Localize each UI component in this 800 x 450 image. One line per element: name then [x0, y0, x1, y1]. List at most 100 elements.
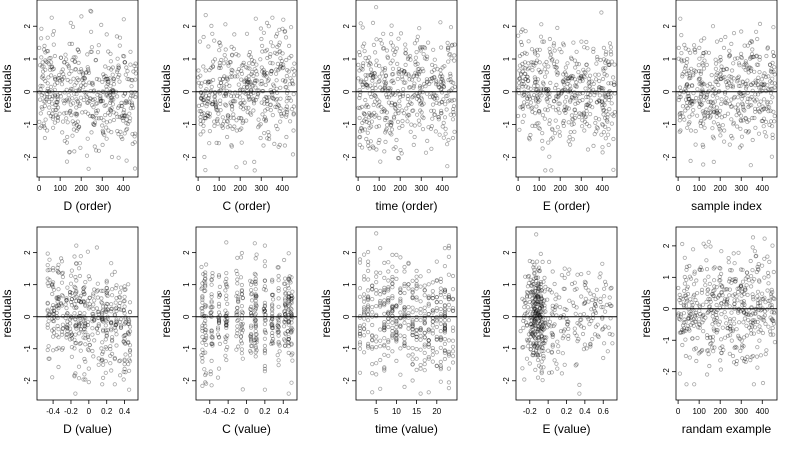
data-point	[757, 57, 762, 62]
data-point	[133, 94, 138, 100]
data-point	[284, 114, 289, 119]
data-point	[274, 90, 280, 95]
data-point	[374, 147, 379, 152]
data-point	[747, 96, 753, 101]
data-point	[543, 87, 549, 92]
data-point	[79, 69, 84, 74]
data-point	[446, 59, 451, 64]
data-point	[91, 306, 96, 312]
data-point	[50, 291, 55, 297]
data-point	[45, 60, 50, 65]
data-point	[39, 64, 45, 69]
data-point	[374, 279, 379, 285]
data-point	[74, 88, 79, 93]
data-point	[438, 79, 444, 84]
data-point	[82, 76, 87, 81]
data-point	[47, 312, 52, 317]
data-point	[768, 69, 774, 74]
data-point	[412, 81, 417, 86]
data-point	[102, 103, 107, 109]
y-tick-label: 0	[342, 314, 351, 319]
points	[199, 240, 295, 396]
data-point	[685, 94, 690, 99]
data-point	[55, 268, 60, 273]
data-point	[249, 57, 255, 63]
data-point	[603, 93, 608, 98]
data-point	[122, 60, 127, 65]
data-point	[751, 297, 756, 302]
data-point	[534, 47, 540, 52]
data-point	[88, 49, 93, 54]
data-point	[48, 113, 53, 119]
x-tick-label: 100	[212, 184, 226, 193]
data-point	[285, 68, 290, 73]
data-point	[98, 99, 103, 104]
data-point	[525, 78, 531, 83]
data-point	[106, 110, 111, 115]
data-point	[772, 72, 777, 77]
data-point	[767, 62, 773, 68]
x-tick-label: 0	[676, 184, 681, 193]
data-point	[57, 78, 63, 83]
data-point	[37, 119, 42, 125]
data-point	[714, 302, 719, 308]
data-point	[762, 81, 767, 87]
data-point	[129, 77, 134, 83]
data-point	[76, 331, 82, 336]
data-point	[739, 29, 744, 34]
data-point	[605, 119, 610, 124]
data-point	[42, 135, 48, 141]
data-point	[701, 50, 706, 56]
data-point	[771, 53, 777, 59]
data-point	[103, 328, 108, 333]
data-point	[74, 243, 79, 248]
data-point	[367, 146, 372, 151]
data-point	[125, 76, 130, 82]
data-point	[418, 366, 423, 371]
data-point	[748, 68, 754, 73]
data-point	[717, 274, 722, 279]
data-point	[691, 73, 696, 78]
data-point	[442, 341, 447, 346]
data-point	[78, 326, 83, 331]
data-point	[261, 71, 267, 76]
y-axis-label: residuals	[0, 289, 14, 337]
data-point	[54, 295, 59, 300]
x-tick-label: 0.4	[119, 407, 131, 416]
data-point	[584, 62, 589, 68]
data-point	[384, 94, 390, 100]
data-point	[405, 119, 410, 124]
data-point	[51, 28, 57, 34]
data-point	[394, 46, 399, 51]
data-point	[62, 90, 67, 95]
data-point	[258, 135, 263, 141]
points	[37, 8, 138, 171]
data-point	[91, 354, 96, 359]
data-point	[274, 78, 279, 83]
data-point	[410, 305, 415, 310]
data-point	[690, 247, 696, 252]
data-point	[388, 40, 394, 45]
data-point	[78, 95, 84, 100]
data-point	[551, 41, 557, 46]
data-point	[72, 284, 77, 289]
data-point	[38, 36, 44, 41]
data-point	[543, 168, 548, 173]
points	[515, 10, 617, 173]
data-point	[372, 50, 378, 55]
data-point	[60, 119, 66, 124]
data-point	[94, 289, 100, 294]
data-point	[406, 73, 411, 78]
data-point	[282, 28, 288, 34]
data-point	[430, 288, 435, 294]
data-point	[382, 68, 387, 73]
data-point	[383, 130, 388, 135]
data-point	[444, 142, 450, 147]
data-point	[263, 108, 268, 113]
data-point	[747, 56, 753, 61]
data-point	[443, 131, 448, 136]
data-point	[677, 95, 682, 100]
data-point	[274, 51, 279, 56]
data-point	[441, 120, 446, 126]
data-point	[116, 132, 121, 137]
